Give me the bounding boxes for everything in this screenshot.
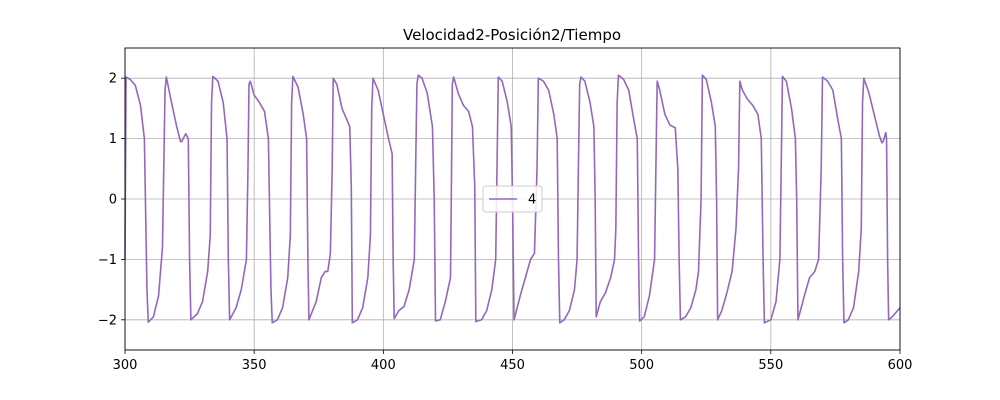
x-tick-label: 550	[758, 358, 783, 373]
x-tick-label: 600	[888, 358, 913, 373]
axes-frame	[124, 47, 901, 351]
y-tick-label: −2	[98, 313, 117, 328]
y-tick-label: 0	[109, 193, 117, 208]
axes: 300 350 400 450 500 550 600 −2 −1 0 1 2	[98, 47, 913, 373]
y-tick-label: 2	[109, 72, 117, 87]
chart-title: Velocidad2-Posición2/Tiempo	[403, 26, 621, 44]
legend-label: 4	[528, 193, 536, 208]
x-tick-label: 350	[242, 358, 267, 373]
x-tick-label: 450	[500, 358, 525, 373]
y-tick-label: −1	[98, 253, 117, 268]
legend: 4	[482, 185, 543, 213]
x-tick-label: 300	[113, 358, 138, 373]
y-tick-label: 1	[109, 132, 117, 147]
x-tick-label: 400	[371, 358, 396, 373]
x-tick-label: 500	[629, 358, 654, 373]
